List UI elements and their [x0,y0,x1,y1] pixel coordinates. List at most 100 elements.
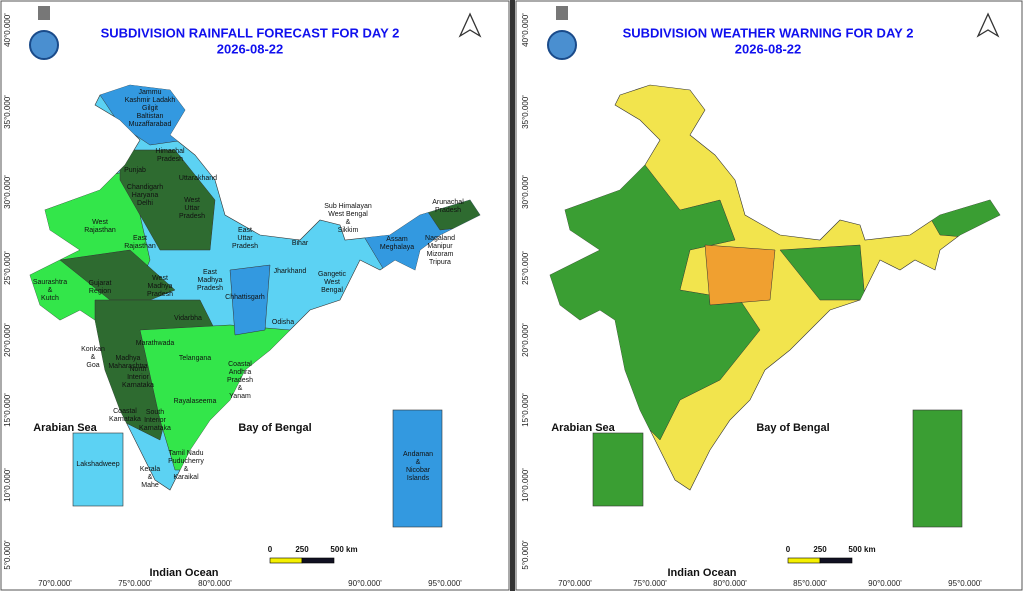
region-label-line: East [238,227,252,234]
emblem [547,30,577,60]
latitude-label: 35°0.000' [3,95,12,129]
region-label: Vidarbha [174,315,202,322]
region-label: Nagaland Manipur Mizoram Tripura [425,235,455,266]
region-label-line: West [92,219,108,226]
emblem-top [556,6,568,20]
region-label-line: Vidarbha [174,315,202,322]
emblem [29,30,59,60]
region-label-line: Marathwada [136,340,175,347]
region-label-line: West [184,197,200,204]
region-label: Assam Meghalaya [380,236,414,251]
region-label-line: Nagaland [425,235,455,242]
region-label-line: Pradesh [232,243,258,250]
region-label-line: Jharkhand [274,268,307,275]
region-label: Telangana [179,355,211,362]
region-label-line: West [324,279,340,286]
latitude-label: 20°0.000' [3,323,12,357]
latitude-label: 10°0.000' [3,468,12,502]
region-label: Uttarakhand [179,175,217,182]
region-label-line: Coastal [113,408,137,415]
scale-label: 500 km [848,545,875,554]
longitude-label: 95°0.000' [428,579,462,588]
longitude-label: 95°0.000' [948,579,982,588]
region-label-line: Andaman [403,451,433,458]
region-label-line: Punjab [124,167,146,174]
region-label-line: East [203,269,217,276]
region-label-line: Kashmir Ladakh [125,97,176,104]
latitude-label: 40°0.000' [3,13,12,47]
region-label: Punjab [124,167,146,174]
region-label-line: Coastal [228,361,252,368]
region-label-line: & [416,459,421,466]
scale-bar [819,557,853,564]
latitude-label: 30°0.000' [3,175,12,209]
sea-label: Bay of Bengal [756,422,829,434]
longitude-label: 75°0.000' [633,579,667,588]
region-label: Lakshadweep [76,461,119,468]
region-label-line: & [48,287,53,294]
region-label-line: Goa [86,362,99,369]
latitude-label: 20°0.000' [521,323,530,357]
region-label-line: Uttarakhand [179,175,217,182]
region-label-line: Chandigarh [127,184,163,191]
region-label-line: Madhya [148,283,173,290]
region-label: Andaman & Nicobar Islands [403,451,433,482]
region-label-line: Arunachal [432,199,464,206]
title: SUBDIVISION WEATHER WARNING FOR DAY 2 [623,25,914,40]
region-label-line: Gangetic [318,271,347,278]
region-label-line: Rajasthan [124,243,156,250]
region-label-line: Uttar [237,235,253,242]
region-label-line: Rayalaseema [174,398,217,405]
region-label-line: Tripura [429,259,451,266]
region-label: Konkan & Goa [81,346,105,369]
region-label-line: Mizoram [427,251,454,258]
region-label-line: Puducherry [168,458,204,465]
region-label: Rayalaseema [174,398,217,405]
region-label: North Interior Karnataka [122,366,154,389]
region-label: East Uttar Pradesh [232,227,258,250]
region-label-line: Uttar [184,205,200,212]
region-label: Bihar [292,240,309,247]
latitude-label: 25°0.000' [521,251,530,285]
region-label-line: Yanam [229,393,251,400]
region-label: West Rajasthan [84,219,116,234]
region-label: Gangetic West Bengal [318,271,347,294]
region-label-line: Region [89,288,111,295]
region-label: Madhya Maharashtra [108,355,147,370]
date: 2026-08-22 [735,41,802,56]
latitude-label: 40°0.000' [521,13,530,47]
region-label-line: Muzaffarabad [129,121,172,128]
region-label-line: South [146,409,164,416]
latitude-label: 5°0.000' [3,540,12,570]
region-label: Odisha [272,319,294,326]
region-label-line: Mahe [141,482,159,489]
region-label-line: Gilgit [142,105,158,112]
longitude-label: 80°0.000' [713,579,747,588]
region-label: Jharkhand [274,268,307,275]
region-label-line: Kutch [41,295,59,302]
region-label-line: Nicobar [406,467,431,474]
region-label: Marathwada [136,340,175,347]
region-label-line: & [346,219,351,226]
scale-bar [269,557,303,564]
region-label-line: Karnataka [109,416,141,423]
longitude-label: 70°0.000' [558,579,592,588]
region-label: East Madhya Pradesh [197,269,223,292]
sea-label: Arabian Sea [33,422,97,434]
region-label: West Madhya Pradesh [147,275,173,298]
region-label-line: Lakshadweep [76,461,119,468]
region-label-line: Interior [127,374,149,381]
north-arrow [458,12,482,38]
region-label: Jammu Kashmir Ladakh Gilgit Baltistan Muzaff… [125,89,176,128]
region-label-line: & [148,474,153,481]
region-label-line: Karnataka [139,425,171,432]
region-label-line: Andhra [229,369,252,376]
sea-label: Indian Ocean [149,567,218,579]
region-label-line: Kerala [140,466,160,473]
region-label-line: Rajasthan [84,227,116,234]
emblem-top [38,6,50,20]
scale-label: 0 [786,545,791,554]
scale-bar [301,557,335,564]
latitude-label: 5°0.000' [521,540,530,570]
